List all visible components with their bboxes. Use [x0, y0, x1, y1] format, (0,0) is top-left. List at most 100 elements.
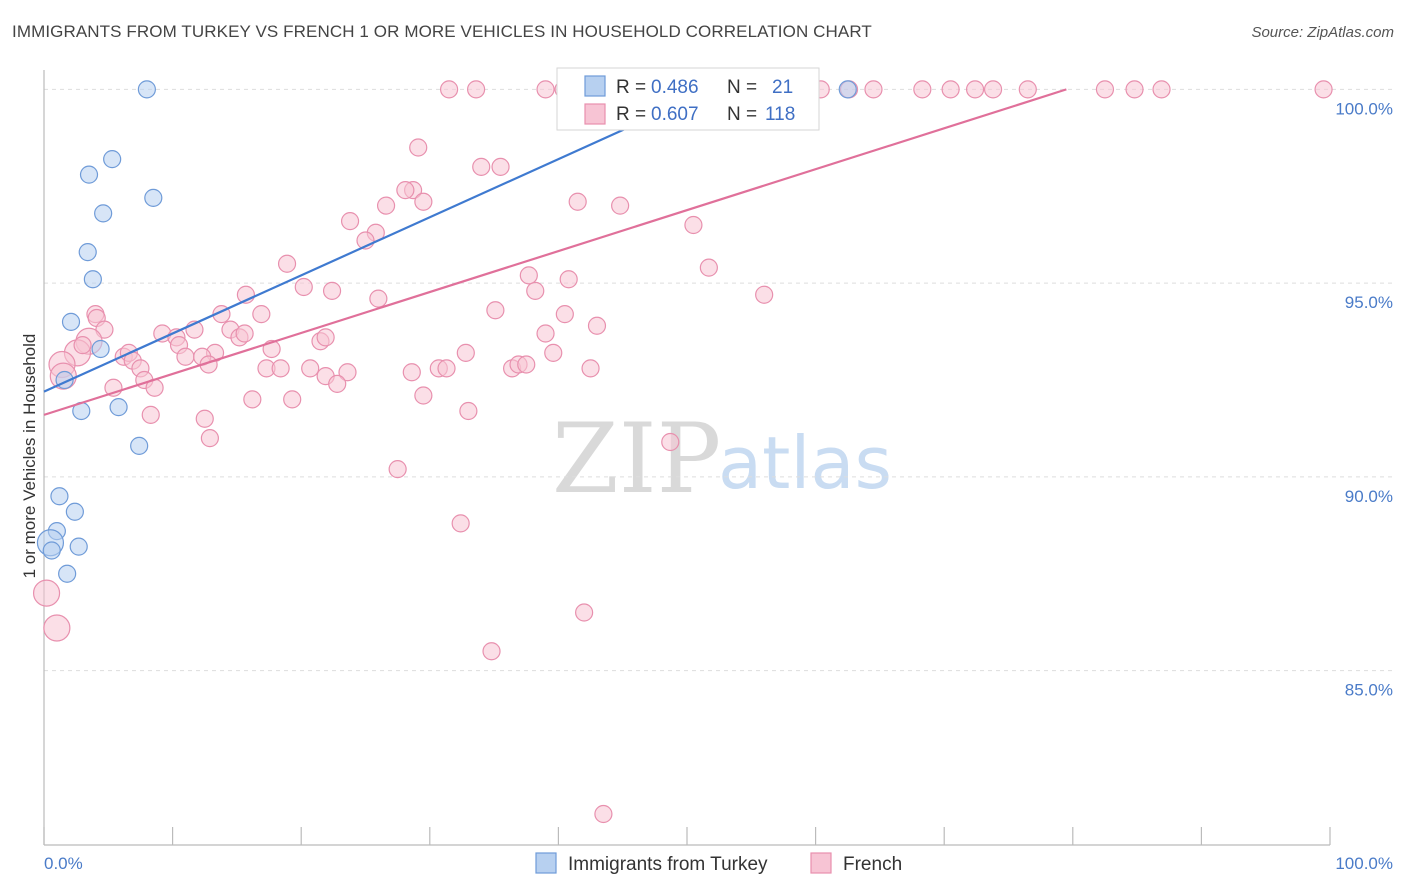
french-point — [611, 196, 630, 215]
french-point — [200, 429, 219, 448]
turkey-point — [61, 312, 81, 331]
french-point — [1314, 80, 1333, 99]
french-point — [43, 614, 71, 642]
watermark: ZIP atlas — [552, 403, 892, 515]
series-legend: Immigrants from Turkey French — [535, 852, 902, 875]
french-point — [402, 363, 421, 382]
french-point — [491, 157, 510, 176]
legend-swatch-french — [584, 103, 606, 125]
legend-r-value-french: 0.607 — [651, 104, 699, 125]
french-point — [536, 80, 555, 99]
french-point — [459, 401, 478, 421]
french-point — [322, 281, 342, 300]
turkey-point — [78, 243, 97, 262]
turkey-point — [144, 188, 163, 207]
trend-line-turkey — [43, 88, 714, 393]
french-point — [301, 359, 320, 378]
french-point — [243, 390, 262, 409]
french-point — [699, 258, 718, 277]
turkey-point — [94, 204, 113, 223]
y-tick-label: 95.0% — [1345, 293, 1393, 312]
french-point — [526, 281, 545, 300]
legend-n-label-french: N = — [727, 104, 757, 125]
french-point — [1018, 80, 1037, 99]
french-point — [472, 157, 491, 176]
y-tick-label: 90.0% — [1345, 487, 1393, 506]
french-point — [277, 254, 297, 273]
french-point — [340, 212, 360, 231]
legend-swatch-turkey — [584, 75, 606, 97]
french-point — [414, 192, 433, 211]
legend-n-value-turkey: 21 — [772, 77, 793, 98]
french-point — [536, 324, 555, 343]
french-point — [965, 80, 985, 99]
french-point — [519, 266, 538, 285]
french-point — [482, 642, 501, 661]
french-point — [414, 386, 433, 405]
turkey-point — [42, 541, 61, 560]
french-point — [466, 80, 486, 99]
y-axis-title: 1 or more Vehicles in Household — [20, 334, 39, 579]
french-point — [587, 316, 607, 335]
axes — [43, 70, 1331, 846]
turkey-point — [838, 80, 857, 99]
y-tick-label: 100.0% — [1335, 99, 1393, 118]
french-point — [316, 328, 335, 347]
french-point — [409, 138, 428, 157]
french-point — [376, 196, 396, 215]
french-point — [451, 514, 470, 533]
french-point — [338, 363, 357, 382]
legend-n-value-french: 118 — [765, 104, 795, 125]
legend-r-value-turkey: 0.486 — [651, 77, 699, 98]
turkey-point — [50, 487, 69, 506]
french-point — [941, 80, 960, 99]
french-point — [517, 355, 536, 374]
french-point — [388, 460, 407, 479]
series-french-points — [32, 80, 1333, 824]
turkey-point — [83, 270, 102, 289]
bottom-legend-label-french: French — [843, 854, 902, 875]
bottom-legend-swatch-french — [810, 852, 832, 874]
turkey-point — [69, 537, 88, 556]
french-point — [913, 80, 932, 99]
french-point — [252, 305, 271, 324]
turkey-point — [137, 80, 156, 99]
french-point — [439, 80, 459, 99]
turkey-point — [58, 564, 77, 583]
french-point — [864, 80, 883, 99]
turkey-point — [65, 502, 84, 521]
watermark-zip: ZIP — [552, 403, 721, 515]
legend-r-label-french: R = — [616, 104, 646, 125]
french-point — [437, 359, 456, 378]
x-tick-label: 100.0% — [1335, 854, 1393, 873]
y-tick-labels: 85.0% 90.0% 95.0% 100.0% — [1335, 99, 1393, 699]
bottom-legend-swatch-turkey — [535, 852, 557, 874]
french-point — [195, 409, 214, 428]
french-point — [555, 305, 574, 324]
stats-legend: R = 0.486 N = 21 R = 0.607 N = 118 — [556, 67, 820, 131]
french-point — [594, 804, 613, 824]
turkey-point — [91, 339, 110, 359]
trend-line-french — [43, 88, 1067, 416]
french-point — [328, 374, 347, 393]
x-tick-labels: 0.0% 100.0% — [44, 854, 1393, 873]
x-tick-label: 0.0% — [44, 854, 83, 873]
french-point — [369, 289, 388, 308]
gridlines — [44, 88, 1395, 672]
french-point — [486, 301, 505, 320]
series-turkey-points — [36, 80, 857, 583]
french-point — [396, 181, 415, 200]
french-point — [235, 324, 254, 343]
source-label: Source: ZipAtlas.com — [1251, 24, 1394, 41]
french-point — [456, 343, 475, 362]
chart-title: IMMIGRANTS FROM TURKEY VS FRENCH 1 OR MO… — [12, 22, 872, 41]
turkey-point — [103, 150, 122, 169]
trend-lines — [43, 88, 1067, 416]
french-point — [176, 347, 195, 366]
french-point — [575, 603, 594, 622]
turkey-point — [130, 436, 149, 455]
french-point — [1152, 80, 1171, 99]
french-point — [568, 192, 587, 211]
french-point — [755, 285, 774, 304]
french-point — [559, 270, 578, 289]
